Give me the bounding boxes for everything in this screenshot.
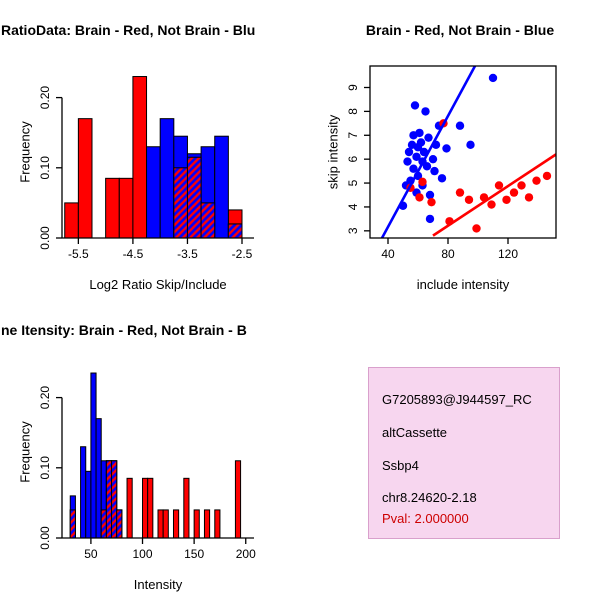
ratio-histogram-chart: -5.5 -4.5 -3.5 -2.5 0.00 0.10 0.20: [38, 76, 254, 261]
histogram-bars: [64, 76, 243, 239]
svg-text:50: 50: [84, 547, 98, 561]
svg-text:3: 3: [346, 227, 360, 234]
svg-text:-3.5: -3.5: [177, 247, 198, 261]
tick-labels: 50 100 150 200 0.00 0.10 0.20: [38, 386, 256, 561]
svg-text:120: 120: [498, 247, 518, 261]
chart-title: Brain - Red, Not Brain - Blue: [365, 22, 555, 38]
svg-text:0.00: 0.00: [38, 226, 52, 250]
info-pval: Pval: 2.000000: [382, 511, 469, 526]
axes: [364, 65, 557, 244]
info-probe-id: G7205893@J944597_RC: [382, 392, 532, 407]
svg-text:0.00: 0.00: [38, 526, 52, 550]
gene-intensity-histogram-chart: 50 100 150 200 0.00 0.10 0.20: [38, 372, 256, 561]
svg-text:5: 5: [346, 179, 360, 186]
histogram-bars: [69, 372, 242, 539]
panel-ratio-histogram: RatioData: Brain - Red, Not Brain - Blu …: [0, 0, 300, 300]
info-box: G7205893@J944597_RC altCassette Ssbp4 ch…: [368, 367, 560, 539]
tick-labels: -5.5 -4.5 -3.5 -2.5 0.00 0.10 0.20: [38, 86, 253, 261]
fit-lines: [380, 66, 556, 238]
svg-text:-5.5: -5.5: [68, 247, 89, 261]
svg-text:150: 150: [184, 547, 204, 561]
plot-box: [369, 65, 557, 239]
svg-text:80: 80: [441, 247, 455, 261]
x-axis-label: Intensity: [133, 577, 183, 592]
axes: [56, 396, 254, 544]
info-gene-name: Ssbp4: [382, 458, 419, 473]
svg-text:8: 8: [346, 108, 360, 115]
tick-labels: 40 80 120 3 4 5 6 7 8 9: [346, 84, 518, 261]
svg-text:0.10: 0.10: [38, 156, 52, 180]
svg-text:100: 100: [133, 547, 153, 561]
svg-text:0.20: 0.20: [38, 386, 52, 410]
info-event-type: altCassette: [382, 425, 448, 440]
svg-text:0.10: 0.10: [38, 456, 52, 480]
x-axis-label: Log2 Ratio Skip/Include: [89, 277, 227, 292]
svg-text:40: 40: [381, 247, 395, 261]
svg-text:-4.5: -4.5: [123, 247, 144, 261]
axes: [56, 96, 254, 244]
svg-text:9: 9: [346, 84, 360, 91]
chart-title: RatioData: Brain - Red, Not Brain - Blu: [1, 22, 256, 38]
x-axis-label: include intensity: [416, 277, 510, 292]
svg-text:200: 200: [236, 547, 256, 561]
svg-text:0.20: 0.20: [38, 86, 52, 110]
svg-text:-2.5: -2.5: [232, 247, 253, 261]
svg-text:7: 7: [346, 132, 360, 139]
overlap-hatched-bars: [173, 156, 243, 239]
panel-intensity-scatter: Brain - Red, Not Brain - Blue skip inten…: [300, 0, 600, 300]
svg-text:6: 6: [346, 156, 360, 163]
scatter-points: [398, 73, 552, 233]
chart-title: ne Itensity: Brain - Red, Not Brain - B: [1, 322, 247, 338]
panel-gene-intensity-histogram: ne Itensity: Brain - Red, Not Brain - B …: [0, 300, 300, 600]
intensity-scatter-chart: 40 80 120 3 4 5 6 7 8 9: [346, 65, 557, 261]
panel-info: G7205893@J944597_RC altCassette Ssbp4 ch…: [300, 300, 600, 600]
info-location: chr8.24620-2.18: [382, 490, 477, 505]
svg-text:4: 4: [346, 203, 360, 210]
